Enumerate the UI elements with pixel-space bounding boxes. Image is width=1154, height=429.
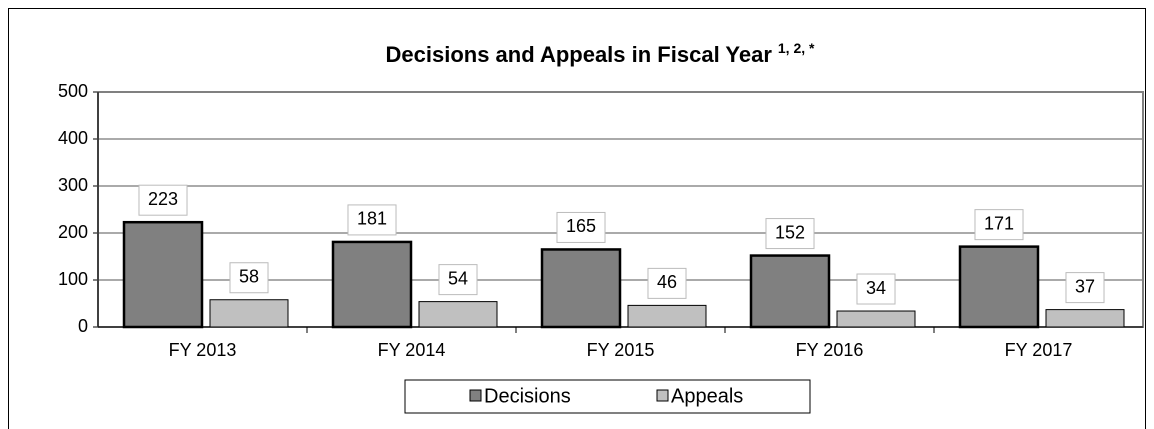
- legend-label: Decisions: [484, 385, 571, 407]
- title-superscript: 1, 2, *: [778, 40, 815, 56]
- legend-box: [404, 379, 811, 414]
- data-label-box: [229, 262, 269, 294]
- x-tick-label: FY 2015: [587, 340, 655, 360]
- data-label-box: [1065, 272, 1105, 304]
- bar: [418, 301, 498, 328]
- data-label-box: [556, 211, 606, 243]
- data-label: 152: [775, 222, 805, 242]
- data-label-box: [438, 264, 478, 296]
- data-label: 46: [657, 272, 677, 292]
- x-tick-label: FY 2014: [378, 340, 446, 360]
- bar: [836, 310, 916, 328]
- legend-label: Appeals: [671, 385, 743, 407]
- data-label-box: [138, 184, 188, 216]
- bar: [627, 304, 707, 328]
- bar: [331, 240, 413, 329]
- data-label-group: 58: [229, 262, 269, 294]
- y-tick-label: 0: [78, 316, 88, 336]
- data-label: 37: [1075, 276, 1095, 296]
- data-label: 171: [984, 213, 1014, 233]
- chart-title: Decisions and Appeals in Fiscal Year 1, 2…: [386, 40, 816, 67]
- data-label: 223: [148, 189, 178, 209]
- data-label-group: 54: [438, 264, 478, 296]
- legend-swatch: [469, 389, 482, 402]
- data-label-group: 152: [765, 218, 815, 250]
- data-label-group: 37: [1065, 272, 1105, 304]
- y-tick-label: 200: [58, 222, 88, 242]
- x-tick-label: FY 2013: [169, 340, 237, 360]
- y-tick-label: 400: [58, 128, 88, 148]
- bar: [958, 245, 1040, 329]
- data-label-group: 223: [138, 184, 188, 216]
- data-label-box: [974, 209, 1024, 241]
- bar: [1045, 309, 1125, 328]
- x-tick-label: FY 2016: [796, 340, 864, 360]
- x-tick-label: FY 2017: [1005, 340, 1073, 360]
- data-label-group: 171: [974, 209, 1024, 241]
- title-main: Decisions and Appeals in Fiscal Year: [386, 42, 773, 67]
- data-label-box: [647, 267, 687, 299]
- bar: [540, 248, 622, 329]
- bar: [122, 220, 204, 329]
- data-label: 58: [239, 266, 259, 286]
- data-label-group: 181: [347, 204, 397, 236]
- y-tick-label: 500: [58, 81, 88, 101]
- bar: [749, 254, 831, 329]
- data-label-group: 46: [647, 267, 687, 299]
- data-label: 165: [566, 216, 596, 236]
- data-label-group: 34: [856, 273, 896, 305]
- data-label-box: [765, 218, 815, 250]
- y-tick-label: 100: [58, 269, 88, 289]
- data-label-box: [347, 204, 397, 236]
- y-tick-label: 300: [58, 175, 88, 195]
- data-label: 181: [357, 209, 387, 229]
- data-label: 34: [866, 278, 886, 298]
- legend-swatch: [656, 389, 669, 402]
- data-label: 54: [448, 268, 468, 288]
- data-label-group: 165: [556, 211, 606, 243]
- bar: [209, 299, 289, 328]
- data-label-box: [856, 273, 896, 305]
